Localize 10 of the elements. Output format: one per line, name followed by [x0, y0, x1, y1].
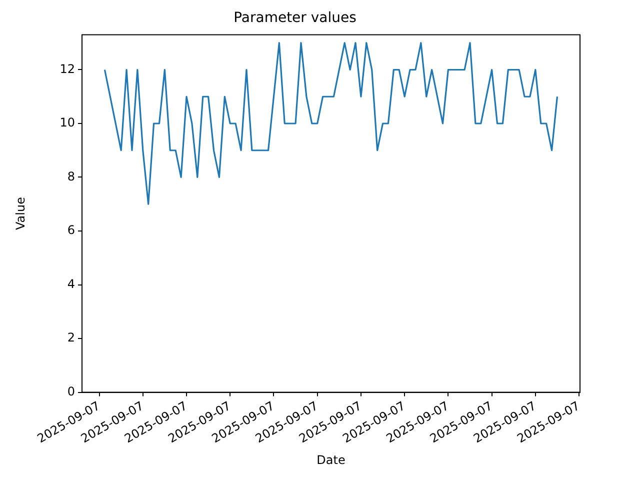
y-tick-label: 0	[67, 384, 75, 398]
chart-title: Parameter values	[234, 10, 356, 26]
y-tick-label: 4	[67, 276, 75, 291]
y-tick-label: 8	[67, 169, 75, 184]
y-axis-title: Value	[13, 197, 28, 230]
y-tick-label: 10	[60, 116, 75, 130]
x-axis-title: Date	[316, 452, 346, 467]
y-tick-label: 6	[67, 223, 75, 238]
y-tick-label: 2	[67, 330, 75, 345]
y-tick-label: 12	[60, 62, 75, 76]
